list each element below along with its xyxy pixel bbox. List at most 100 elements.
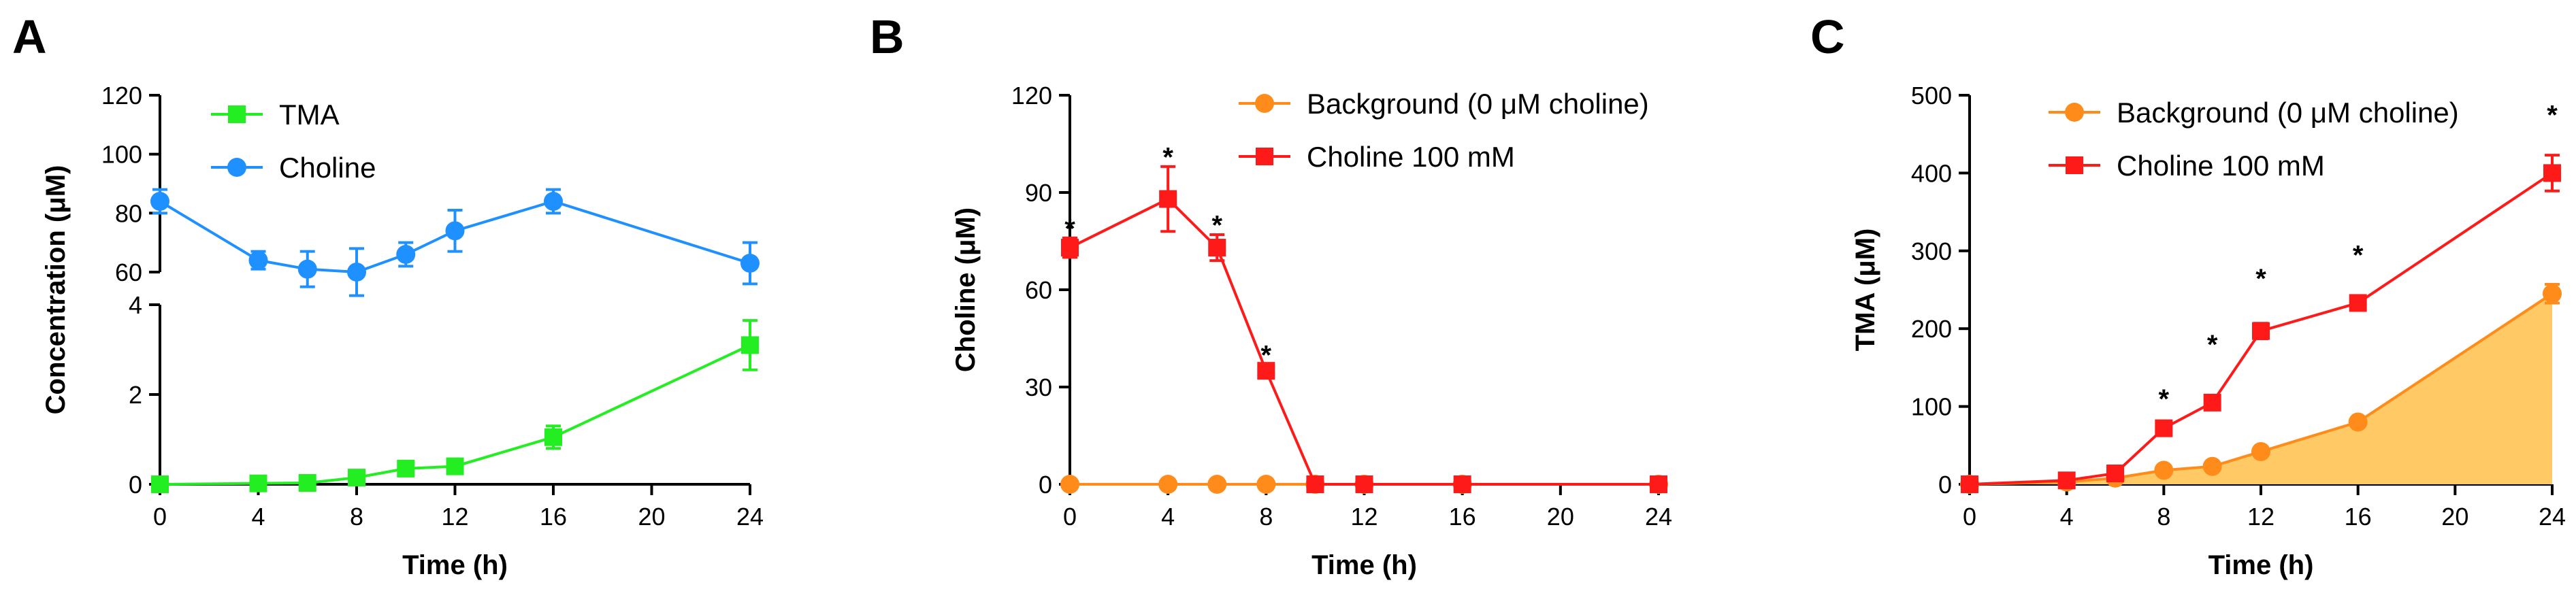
data-point (2348, 412, 2368, 432)
significance-star: * (1211, 211, 1222, 241)
legend-marker (1255, 94, 1274, 113)
data-point (1650, 475, 1667, 493)
chart-panel-b: B 0 30 60 90 120 0 4 8 12 16 20 24 Time (h) Choline (μ… (870, 10, 1672, 580)
y-tick-label: 2 (129, 381, 142, 409)
x-tick-label: 16 (540, 503, 567, 531)
significance-star: * (2353, 241, 2364, 271)
y-tick-label: 60 (1025, 276, 1052, 304)
x-tick-label: 24 (1645, 503, 1672, 531)
legend-label: Background (0 μM choline) (2117, 97, 2459, 129)
data-point (2252, 322, 2270, 340)
legend-marker (2065, 103, 2084, 122)
legend-entry: Background (0 μM choline) (2049, 97, 2459, 129)
x-tick-label: 4 (2060, 503, 2074, 531)
data-point (151, 475, 169, 493)
data-point (446, 457, 464, 475)
y-tick-label: 60 (115, 258, 142, 286)
data-point (1355, 475, 1373, 493)
data-point (544, 192, 563, 211)
data-point (2106, 464, 2124, 482)
x-axis-title: Time (h) (402, 550, 508, 580)
x-tick-label: 12 (2247, 503, 2275, 531)
area-fill (1970, 293, 2552, 484)
data-point (1257, 362, 1275, 380)
data-point (297, 259, 317, 279)
series-choline-100-mm (1061, 165, 1667, 493)
legend-label: TMA (279, 99, 340, 131)
legend-label: Choline 100 mM (2117, 150, 2325, 182)
data-point (249, 474, 267, 492)
series-line (1069, 197, 1659, 486)
data-point (2349, 294, 2367, 312)
x-tick-label: 4 (251, 503, 265, 531)
data-point (1207, 475, 1227, 494)
x-tick-label: 8 (2157, 503, 2170, 531)
x-tick-label: 16 (2345, 503, 2372, 531)
data-point (1060, 475, 1079, 494)
y-tick-label: 30 (1025, 373, 1052, 401)
data-point (2203, 393, 2221, 412)
significance-star: * (1261, 340, 1272, 370)
x-tick-label: 0 (1063, 503, 1077, 531)
x-axis-title: Time (h) (1311, 550, 1417, 580)
legend-entry: TMA (211, 99, 340, 131)
series-choline-100-mm (1961, 154, 2561, 493)
legend-marker (227, 158, 246, 177)
y-tick-label: 80 (115, 199, 142, 227)
panel-letter: C (1810, 10, 1845, 63)
significance-star: * (2159, 384, 2170, 414)
legend-entry: Background (0 μM choline) (1239, 88, 1649, 120)
x-tick-label: 12 (441, 503, 468, 531)
x-tick-label: 20 (2441, 503, 2468, 531)
series-choline (150, 188, 760, 297)
y-tick-label: 120 (101, 82, 142, 110)
y-axis-title: TMA (μM) (1851, 229, 1880, 352)
legend-label: Background (0 μM choline) (1307, 88, 1649, 120)
data-point (1208, 239, 1226, 257)
significance-star: * (1162, 143, 1173, 173)
panel-letter: A (12, 10, 47, 63)
legend-entry: Choline 100 mM (1239, 141, 1515, 173)
data-point (2154, 460, 2174, 480)
data-point (2251, 441, 2270, 461)
data-point (1306, 475, 1324, 493)
y-tick-label: 4 (129, 291, 142, 319)
data-point (2155, 419, 2173, 437)
data-point (544, 428, 562, 446)
chart-panel-c: C 0 100 200 300 400 500 0 4 8 12 16 20 24 Time (h) TMA … (1810, 10, 2566, 580)
data-point (1158, 475, 1178, 494)
x-tick-label: 12 (1350, 503, 1377, 531)
significance-star: * (2255, 264, 2266, 294)
data-point (397, 459, 415, 477)
x-tick-label: 24 (2539, 503, 2566, 531)
y-tick-label: 300 (1911, 237, 1952, 265)
x-tick-label: 20 (638, 503, 665, 531)
data-point (740, 254, 760, 273)
data-point (1256, 475, 1276, 494)
y-tick-label: 90 (1025, 179, 1052, 207)
legend-entry: Choline (211, 152, 376, 184)
y-tick-label: 120 (1011, 82, 1052, 110)
x-tick-label: 8 (1259, 503, 1273, 531)
x-tick-label: 8 (350, 503, 363, 531)
legend-label: Choline (279, 152, 376, 184)
y-tick-label: 100 (1911, 393, 1952, 421)
panel-letter: B (870, 10, 904, 63)
series-background-0-m-choline- (1960, 282, 2562, 494)
significance-star: * (2547, 101, 2558, 131)
data-point (1061, 239, 1079, 257)
x-tick-label: 20 (1547, 503, 1574, 531)
y-axis-title: Concentration (μM) (41, 165, 71, 415)
data-point (347, 263, 366, 282)
y-tick-label: 0 (1039, 471, 1052, 499)
x-tick-label: 4 (1161, 503, 1175, 531)
data-point (2543, 284, 2562, 303)
y-tick-label: 0 (1938, 471, 1952, 499)
data-point (298, 474, 316, 492)
significance-star: * (1064, 214, 1075, 244)
data-point (150, 192, 169, 211)
y-axis-title: Choline (μM) (951, 207, 981, 372)
data-point (1453, 475, 1471, 493)
